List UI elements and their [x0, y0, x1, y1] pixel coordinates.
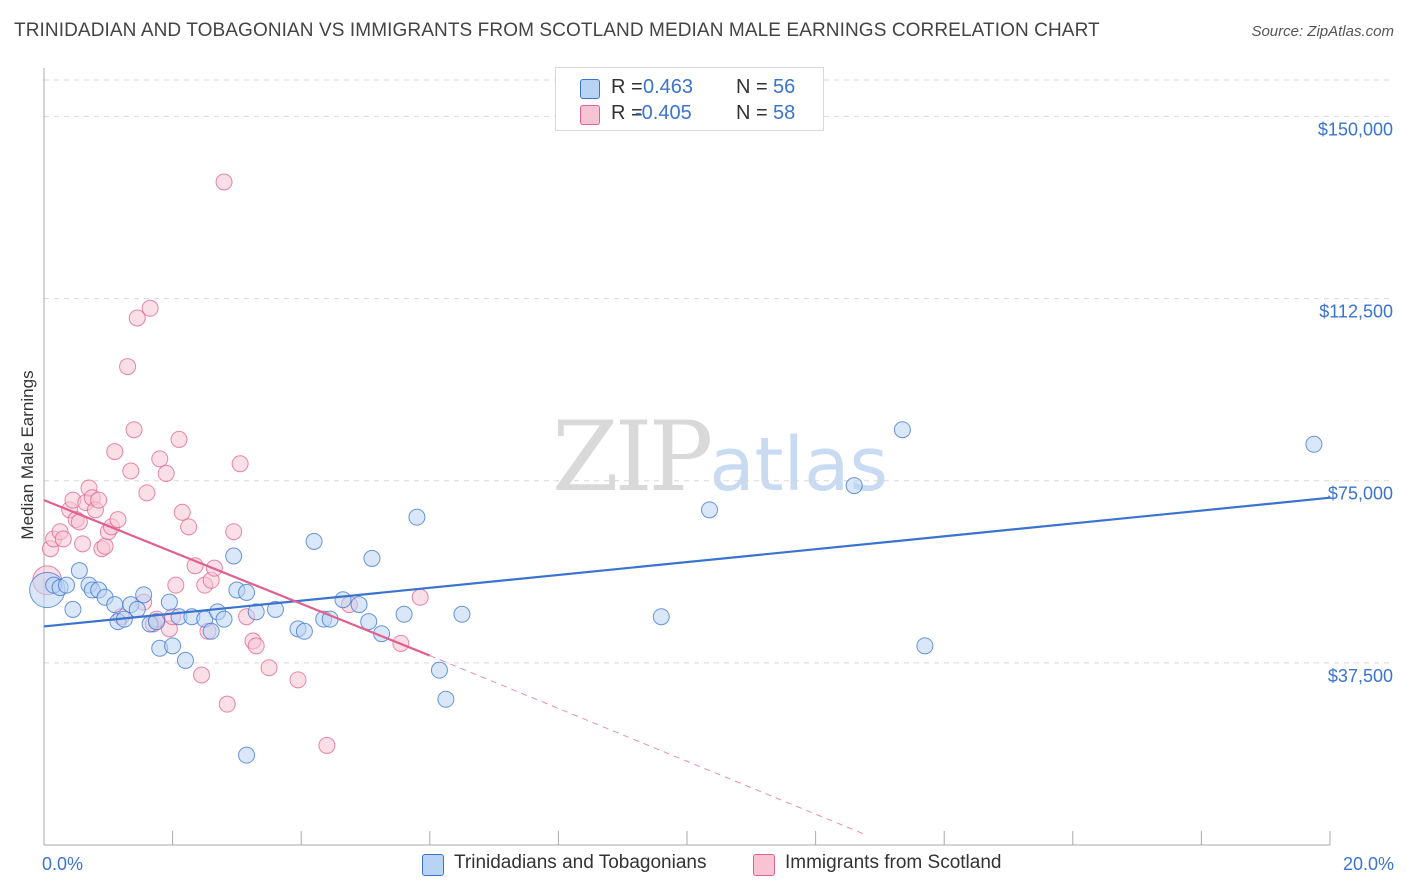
data-point	[1305, 435, 1323, 453]
data-point	[109, 511, 127, 529]
data-point	[164, 637, 182, 655]
data-point	[289, 671, 307, 689]
data-point	[430, 661, 448, 679]
data-point	[96, 537, 114, 555]
x-tick-min: 0.0%	[42, 854, 83, 874]
legend-label: Immigrants from Scotland	[785, 852, 1002, 873]
data-point	[238, 583, 256, 601]
blue-trend-line	[43, 496, 1331, 628]
data-point	[701, 501, 719, 519]
grid-lines	[44, 79, 1392, 664]
n-label: N =	[736, 76, 768, 98]
data-point	[845, 477, 863, 495]
data-point	[437, 690, 455, 708]
pink-trend-line	[43, 499, 431, 657]
r-value: 0.463	[643, 76, 694, 98]
pink-series	[32, 173, 429, 754]
data-point	[160, 593, 178, 611]
r-label: R =	[611, 102, 643, 124]
data-point	[128, 309, 146, 327]
data-point	[652, 608, 670, 626]
data-point	[74, 535, 92, 553]
trend-lines	[43, 496, 1331, 836]
r-value: -0.405	[635, 102, 692, 124]
data-point	[58, 576, 76, 594]
n-value: 56	[773, 76, 796, 98]
chart-title: TRINIDADIAN AND TOBAGONIAN VS IMMIGRANTS…	[14, 20, 1100, 41]
n-label: N =	[736, 102, 768, 124]
data-point	[215, 610, 233, 628]
data-point	[151, 450, 169, 468]
data-point	[170, 430, 188, 448]
data-point	[318, 736, 336, 754]
legend-label: Trinidadians and Tobagonians	[454, 852, 707, 873]
data-point	[231, 455, 249, 473]
data-point	[141, 299, 159, 317]
n-value: 58	[773, 102, 796, 124]
data-point	[295, 622, 313, 640]
data-point	[238, 746, 256, 764]
data-point	[225, 547, 243, 565]
y-tick-label: $37,500	[1328, 666, 1393, 686]
data-point	[334, 591, 352, 609]
pink-trend-extension	[429, 655, 868, 836]
data-point	[305, 532, 323, 550]
data-point	[128, 600, 146, 618]
data-point	[350, 596, 368, 614]
data-point	[138, 484, 156, 502]
data-point	[916, 637, 934, 655]
data-point	[893, 421, 911, 439]
data-point	[106, 443, 124, 461]
data-point	[247, 637, 265, 655]
data-point	[148, 613, 166, 631]
data-point	[90, 491, 108, 509]
data-point	[202, 622, 220, 640]
y-tick-label: $112,500	[1319, 302, 1393, 322]
pink-swatch	[753, 854, 775, 876]
data-point	[247, 603, 265, 621]
x-tick-max: 20.0%	[1343, 854, 1394, 874]
data-point	[54, 530, 72, 548]
data-point	[70, 562, 88, 580]
data-point	[157, 464, 175, 482]
data-point	[360, 613, 378, 631]
correlation-legend: R = 0.463 N = 56 R = -0.405 N = 58	[555, 67, 824, 131]
data-point	[408, 508, 426, 526]
data-point	[167, 576, 185, 594]
data-point	[193, 666, 211, 684]
data-point	[215, 173, 233, 191]
watermark: ZIPatlas	[552, 401, 888, 513]
data-point	[119, 358, 137, 376]
data-point	[453, 605, 471, 623]
r-label: R =	[611, 76, 643, 98]
data-point	[173, 503, 191, 521]
data-point	[225, 523, 243, 541]
pink-swatch	[580, 105, 600, 125]
source-credit: Source: ZipAtlas.com	[1251, 23, 1394, 40]
data-point	[180, 518, 198, 536]
data-point	[135, 586, 153, 604]
axes	[43, 68, 1331, 846]
blue-swatch	[422, 854, 444, 876]
y-tick-label: $150,000	[1318, 119, 1393, 139]
data-point	[106, 596, 124, 614]
data-point	[363, 549, 381, 567]
data-point	[260, 659, 278, 677]
data-point	[64, 600, 82, 618]
y-axis-title: Median Male Earnings	[18, 370, 37, 539]
blue-swatch	[580, 79, 600, 99]
data-point	[125, 421, 143, 439]
data-point	[218, 695, 236, 713]
data-point	[122, 462, 140, 480]
data-point	[266, 600, 284, 618]
y-tick-labels: $37,500 $75,000 $112,500 $150,000	[1318, 119, 1393, 685]
y-tick-label: $75,000	[1328, 484, 1393, 504]
data-point	[411, 588, 429, 606]
data-point	[176, 651, 194, 669]
data-point	[395, 605, 413, 623]
